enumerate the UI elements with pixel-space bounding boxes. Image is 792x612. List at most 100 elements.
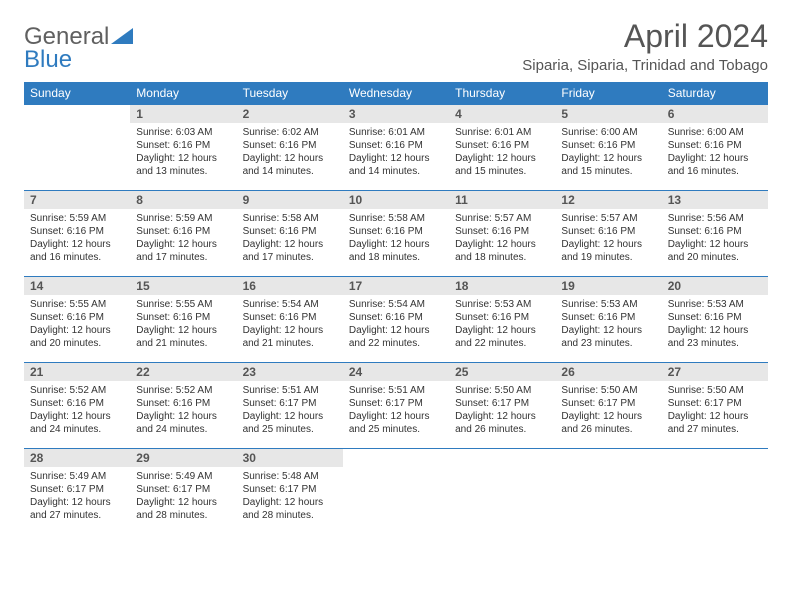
sunrise-line: Sunrise: 5:56 AM: [668, 212, 762, 225]
day-number: 15: [130, 277, 236, 295]
sunset-line: Sunset: 6:16 PM: [243, 139, 337, 152]
daylight-line: Daylight: 12 hours and 13 minutes.: [136, 152, 230, 178]
day-number: 26: [555, 363, 661, 381]
sunrise-line: Sunrise: 5:54 AM: [349, 298, 443, 311]
sunrise-line: Sunrise: 5:51 AM: [349, 384, 443, 397]
day-details: Sunrise: 5:55 AMSunset: 6:16 PMDaylight:…: [24, 295, 130, 354]
calendar-cell: 30Sunrise: 5:48 AMSunset: 6:17 PMDayligh…: [237, 449, 343, 535]
calendar-row: 21Sunrise: 5:52 AMSunset: 6:16 PMDayligh…: [24, 363, 768, 449]
sunrise-line: Sunrise: 6:00 AM: [668, 126, 762, 139]
day-details: Sunrise: 6:01 AMSunset: 6:16 PMDaylight:…: [449, 123, 555, 182]
calendar-row: 14Sunrise: 5:55 AMSunset: 6:16 PMDayligh…: [24, 277, 768, 363]
sunrise-line: Sunrise: 5:58 AM: [349, 212, 443, 225]
sunrise-line: Sunrise: 5:57 AM: [455, 212, 549, 225]
day-details: Sunrise: 6:02 AMSunset: 6:16 PMDaylight:…: [237, 123, 343, 182]
sunset-line: Sunset: 6:17 PM: [243, 397, 337, 410]
calendar-cell: 22Sunrise: 5:52 AMSunset: 6:16 PMDayligh…: [130, 363, 236, 449]
sunrise-line: Sunrise: 6:01 AM: [455, 126, 549, 139]
sunset-line: Sunset: 6:16 PM: [349, 311, 443, 324]
day-details: Sunrise: 5:48 AMSunset: 6:17 PMDaylight:…: [237, 467, 343, 526]
daylight-line: Daylight: 12 hours and 21 minutes.: [243, 324, 337, 350]
daylight-line: Daylight: 12 hours and 22 minutes.: [349, 324, 443, 350]
day-number: 19: [555, 277, 661, 295]
calendar-cell: 23Sunrise: 5:51 AMSunset: 6:17 PMDayligh…: [237, 363, 343, 449]
sunset-line: Sunset: 6:16 PM: [136, 397, 230, 410]
day-number: 9: [237, 191, 343, 209]
sunrise-line: Sunrise: 5:59 AM: [136, 212, 230, 225]
sunset-line: Sunset: 6:16 PM: [30, 311, 124, 324]
logo: General Blue: [24, 18, 133, 72]
calendar-cell: 11Sunrise: 5:57 AMSunset: 6:16 PMDayligh…: [449, 191, 555, 277]
day-number: 2: [237, 105, 343, 123]
sunset-line: Sunset: 6:16 PM: [561, 139, 655, 152]
sunset-line: Sunset: 6:16 PM: [349, 139, 443, 152]
day-details: Sunrise: 5:58 AMSunset: 6:16 PMDaylight:…: [237, 209, 343, 268]
logo-text-blue: Blue: [24, 46, 72, 73]
sunset-line: Sunset: 6:17 PM: [668, 397, 762, 410]
daylight-line: Daylight: 12 hours and 24 minutes.: [30, 410, 124, 436]
day-details: Sunrise: 5:50 AMSunset: 6:17 PMDaylight:…: [662, 381, 768, 440]
day-details: Sunrise: 5:59 AMSunset: 6:16 PMDaylight:…: [130, 209, 236, 268]
day-number: 10: [343, 191, 449, 209]
daylight-line: Daylight: 12 hours and 27 minutes.: [30, 496, 124, 522]
day-details: Sunrise: 5:56 AMSunset: 6:16 PMDaylight:…: [662, 209, 768, 268]
sunrise-line: Sunrise: 5:49 AM: [136, 470, 230, 483]
calendar-cell: 8Sunrise: 5:59 AMSunset: 6:16 PMDaylight…: [130, 191, 236, 277]
calendar-cell: [662, 449, 768, 535]
daylight-line: Daylight: 12 hours and 23 minutes.: [668, 324, 762, 350]
sunset-line: Sunset: 6:17 PM: [136, 483, 230, 496]
calendar-cell: 7Sunrise: 5:59 AMSunset: 6:16 PMDaylight…: [24, 191, 130, 277]
sunset-line: Sunset: 6:16 PM: [561, 225, 655, 238]
sunrise-line: Sunrise: 6:02 AM: [243, 126, 337, 139]
sunrise-line: Sunrise: 6:01 AM: [349, 126, 443, 139]
day-details: Sunrise: 5:52 AMSunset: 6:16 PMDaylight:…: [24, 381, 130, 440]
calendar-cell: 15Sunrise: 5:55 AMSunset: 6:16 PMDayligh…: [130, 277, 236, 363]
calendar-cell: 24Sunrise: 5:51 AMSunset: 6:17 PMDayligh…: [343, 363, 449, 449]
sunset-line: Sunset: 6:16 PM: [668, 139, 762, 152]
day-number: 22: [130, 363, 236, 381]
day-number: 17: [343, 277, 449, 295]
calendar-page: General Blue April 2024 Siparia, Siparia…: [0, 0, 792, 553]
day-details: Sunrise: 5:57 AMSunset: 6:16 PMDaylight:…: [449, 209, 555, 268]
sunset-line: Sunset: 6:16 PM: [30, 397, 124, 410]
sunset-line: Sunset: 6:17 PM: [561, 397, 655, 410]
calendar-body: 1Sunrise: 6:03 AMSunset: 6:16 PMDaylight…: [24, 105, 768, 535]
sunset-line: Sunset: 6:16 PM: [561, 311, 655, 324]
calendar-cell: 9Sunrise: 5:58 AMSunset: 6:16 PMDaylight…: [237, 191, 343, 277]
weekday-header: Sunday: [24, 82, 130, 105]
calendar-cell: 20Sunrise: 5:53 AMSunset: 6:16 PMDayligh…: [662, 277, 768, 363]
daylight-line: Daylight: 12 hours and 18 minutes.: [455, 238, 549, 264]
daylight-line: Daylight: 12 hours and 25 minutes.: [243, 410, 337, 436]
sunrise-line: Sunrise: 5:57 AM: [561, 212, 655, 225]
calendar-cell: 14Sunrise: 5:55 AMSunset: 6:16 PMDayligh…: [24, 277, 130, 363]
sunset-line: Sunset: 6:16 PM: [455, 225, 549, 238]
sunrise-line: Sunrise: 5:55 AM: [30, 298, 124, 311]
calendar-cell: 2Sunrise: 6:02 AMSunset: 6:16 PMDaylight…: [237, 105, 343, 191]
day-number: 6: [662, 105, 768, 123]
sunrise-line: Sunrise: 5:53 AM: [561, 298, 655, 311]
daylight-line: Daylight: 12 hours and 27 minutes.: [668, 410, 762, 436]
title-block: April 2024 Siparia, Siparia, Trinidad an…: [522, 18, 768, 74]
month-title: April 2024: [522, 18, 768, 55]
daylight-line: Daylight: 12 hours and 18 minutes.: [349, 238, 443, 264]
daylight-line: Daylight: 12 hours and 28 minutes.: [136, 496, 230, 522]
calendar-cell: 6 Sunrise: 6:00 AMSunset: 6:16 PMDaylight…: [662, 105, 768, 191]
sunset-line: Sunset: 6:16 PM: [136, 139, 230, 152]
calendar-cell: [449, 449, 555, 535]
calendar-row: 1Sunrise: 6:03 AMSunset: 6:16 PMDaylight…: [24, 105, 768, 191]
daylight-line: Daylight: 12 hours and 19 minutes.: [561, 238, 655, 264]
sunrise-line: Sunrise: 5:50 AM: [455, 384, 549, 397]
sunrise-line: Sunrise: 5:50 AM: [561, 384, 655, 397]
sunset-line: Sunset: 6:17 PM: [455, 397, 549, 410]
calendar-row: 28Sunrise: 5:49 AMSunset: 6:17 PMDayligh…: [24, 449, 768, 535]
weekday-header: Wednesday: [343, 82, 449, 105]
day-details: Sunrise: 5:57 AMSunset: 6:16 PMDaylight:…: [555, 209, 661, 268]
sunrise-line: Sunrise: 5:53 AM: [455, 298, 549, 311]
day-details: Sunrise: 6:03 AMSunset: 6:16 PMDaylight:…: [130, 123, 236, 182]
daylight-line: Daylight: 12 hours and 20 minutes.: [30, 324, 124, 350]
daylight-line: Daylight: 12 hours and 16 minutes.: [668, 152, 762, 178]
daylight-line: Daylight: 12 hours and 21 minutes.: [136, 324, 230, 350]
daylight-line: Daylight: 12 hours and 22 minutes.: [455, 324, 549, 350]
day-details: Sunrise: 5:49 AMSunset: 6:17 PMDaylight:…: [24, 467, 130, 526]
weekday-header-row: SundayMondayTuesdayWednesdayThursdayFrid…: [24, 82, 768, 105]
